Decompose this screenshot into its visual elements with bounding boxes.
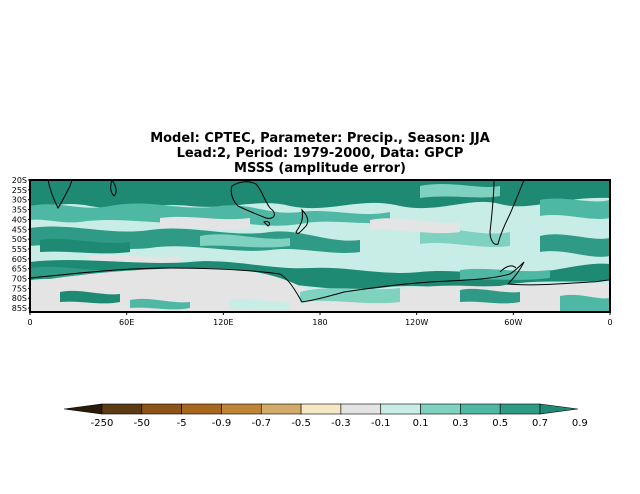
legend-swatch bbox=[460, 403, 501, 415]
latitude-tick-label: 55S bbox=[12, 245, 27, 254]
latitude-tick-label: 85S bbox=[12, 304, 27, 313]
longitude-tick-label: 0 bbox=[607, 318, 612, 327]
legend-label: -0.3 bbox=[331, 418, 351, 429]
legend-swatch bbox=[221, 403, 262, 415]
map-title-line-1: Model: CPTEC, Parameter: Precip., Season… bbox=[150, 131, 490, 146]
longitude-tick-label: 60W bbox=[504, 318, 522, 327]
legend-swatch bbox=[141, 403, 182, 415]
latitude-tick-label: 70S bbox=[12, 275, 27, 284]
legend-label: -250 bbox=[91, 418, 114, 429]
map-title-line-3: MSSS (amplitude error) bbox=[234, 161, 406, 176]
latitude-tick-label: 80S bbox=[12, 294, 27, 303]
longitude-tick-label: 120E bbox=[213, 318, 233, 327]
legend-label: -0.5 bbox=[291, 418, 311, 429]
longitude-tick-label: 120W bbox=[405, 318, 428, 327]
legend-label: 0.1 bbox=[413, 418, 429, 429]
latitude-tick-label: 25S bbox=[12, 186, 27, 195]
longitude-tick-label: 60E bbox=[119, 318, 134, 327]
latitude-tick-label: 65S bbox=[12, 265, 27, 274]
latitude-tick-label: 50S bbox=[12, 235, 27, 244]
legend-swatch bbox=[300, 403, 342, 415]
legend-label: -50 bbox=[134, 418, 150, 429]
legend-label: -0.9 bbox=[212, 418, 232, 429]
map-title-line-2: Lead:2, Period: 1979-2000, Data: GPCP bbox=[176, 146, 464, 161]
legend-swatch bbox=[63, 403, 103, 415]
latitude-tick-label: 40S bbox=[12, 215, 27, 224]
legend-swatch bbox=[380, 403, 421, 415]
legend-label: 0.7 bbox=[532, 418, 548, 429]
color-legend: -250 -50 -5 -0.9 -0.7 -0.5 -0.3 -0.1 0.1 0.3 0.5 0.… bbox=[63, 403, 588, 429]
legend-swatch bbox=[499, 403, 541, 415]
coastlines bbox=[30, 180, 610, 303]
legend-label: 0.3 bbox=[452, 418, 468, 429]
map-field bbox=[30, 180, 610, 312]
latitude-labels: 20S25S30S35S40S45S50S55S60S65S70S75S80S8… bbox=[12, 176, 30, 313]
longitude-labels: 0 60E 120E 180 120W 60W 0 bbox=[27, 312, 613, 327]
legend-label: -0.1 bbox=[371, 418, 391, 429]
longitude-tick-label: 0 bbox=[27, 318, 32, 327]
legend-swatch bbox=[340, 403, 382, 415]
latitude-tick-label: 60S bbox=[12, 255, 27, 264]
latitude-tick-label: 20S bbox=[12, 176, 27, 185]
latitude-tick-label: 75S bbox=[12, 284, 27, 293]
legend-swatch bbox=[101, 403, 143, 415]
longitude-tick-label: 180 bbox=[312, 318, 327, 327]
legend-label: 0.9 bbox=[572, 418, 588, 429]
legend-label: -0.7 bbox=[252, 418, 272, 429]
latitude-tick-label: 30S bbox=[12, 196, 27, 205]
legend-label: 0.5 bbox=[492, 418, 508, 429]
legend-swatch bbox=[260, 403, 302, 415]
latitude-tick-label: 35S bbox=[12, 206, 27, 215]
legend-swatch bbox=[181, 403, 222, 415]
legend-label: -5 bbox=[177, 418, 187, 429]
latitude-tick-label: 45S bbox=[12, 225, 27, 234]
legend-swatch bbox=[420, 403, 461, 415]
legend-swatch bbox=[539, 403, 579, 415]
